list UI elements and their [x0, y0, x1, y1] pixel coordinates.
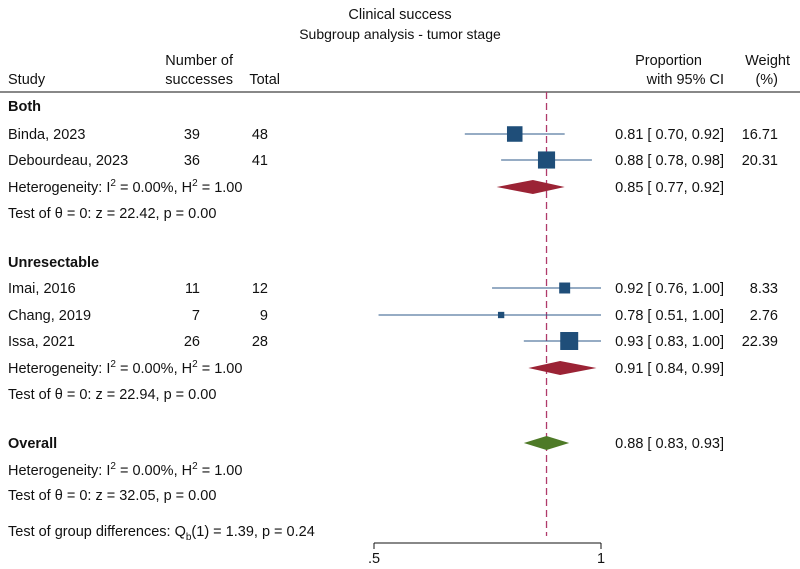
header-study: Study: [8, 72, 46, 88]
study-weight: 8.33: [750, 281, 778, 297]
study-successes: 26: [184, 334, 200, 350]
study-successes: 36: [184, 153, 200, 169]
subgroup-diamond-both: [496, 180, 565, 194]
study-weight: 20.31: [742, 153, 778, 169]
study-total: 12: [252, 281, 268, 297]
study-weight-square: [506, 126, 523, 142]
study-ci-text: 0.93 [ 0.83, 1.00]: [615, 334, 724, 350]
study-ci-text: 0.92 [ 0.76, 1.00]: [615, 281, 724, 297]
study-weight: 2.76: [750, 308, 778, 324]
study-name: Imai, 2016: [8, 281, 76, 297]
header-successes-line1: Number of: [165, 53, 234, 69]
test-text-both: Test of θ = 0: z = 22.42, p = 0.00: [8, 206, 216, 222]
study-successes: 39: [184, 127, 200, 143]
study-ci-text: 0.88 [ 0.78, 0.98]: [615, 153, 724, 169]
heterogeneity-text-overall: Heterogeneity: I2 = 0.00%, H2 = 1.00: [8, 461, 242, 479]
study-name: Binda, 2023: [8, 127, 85, 143]
header-weight-line2: (%): [755, 72, 778, 88]
study-ci-text: 0.78 [ 0.51, 1.00]: [615, 308, 724, 324]
study-successes: 11: [185, 281, 200, 297]
test-text-overall: Test of θ = 0: z = 32.05, p = 0.00: [8, 488, 216, 504]
study-total: 9: [260, 308, 268, 324]
study-total: 48: [252, 127, 268, 143]
subgroup-ci-text-both: 0.85 [ 0.77, 0.92]: [615, 180, 724, 196]
subgroup-ci-text-unresectable: 0.91 [ 0.84, 0.99]: [615, 361, 724, 377]
study-name: Debourdeau, 2023: [8, 153, 128, 169]
study-weight-square: [559, 282, 571, 294]
study-weight: 16.71: [742, 127, 778, 143]
study-weight-square: [497, 311, 505, 319]
study-weight: 22.39: [742, 334, 778, 350]
chart-title: Clinical success: [348, 7, 451, 23]
study-ci-text: 0.81 [ 0.70, 0.92]: [615, 127, 724, 143]
heterogeneity-text-unresectable: Heterogeneity: I2 = 0.00%, H2 = 1.00: [8, 359, 242, 377]
header-ci-line2: with 95% CI: [646, 72, 724, 88]
study-weight-square: [560, 332, 579, 350]
overall-label: Overall: [8, 436, 57, 452]
overall-diamond: [523, 436, 570, 450]
group-differences-text: Test of group differences: Qb(1) = 1.39,…: [8, 524, 315, 543]
header-successes-line2: successes: [165, 72, 233, 88]
heterogeneity-text-both: Heterogeneity: I2 = 0.00%, H2 = 1.00: [8, 178, 242, 196]
group-label-unresectable: Unresectable: [8, 255, 99, 271]
chart-subtitle: Subgroup analysis - tumor stage: [299, 26, 501, 42]
study-successes: 7: [192, 308, 200, 324]
study-total: 28: [252, 334, 268, 350]
header-weight-line1: Weight: [745, 53, 790, 69]
group-label-both: Both: [8, 99, 41, 115]
subgroup-diamond-unresectable: [528, 361, 597, 375]
header-total: Total: [249, 72, 280, 88]
study-name: Issa, 2021: [8, 334, 75, 350]
header-ci-line1: Proportion: [635, 53, 702, 69]
overall-ci-text: 0.88 [ 0.83, 0.93]: [615, 436, 724, 452]
study-name: Chang, 2019: [8, 308, 91, 324]
x-tick-label: .5: [368, 551, 380, 567]
study-weight-square: [537, 151, 556, 169]
test-text-unresectable: Test of θ = 0: z = 22.94, p = 0.00: [8, 387, 216, 403]
x-tick-label: 1: [597, 551, 605, 567]
study-total: 41: [252, 153, 268, 169]
